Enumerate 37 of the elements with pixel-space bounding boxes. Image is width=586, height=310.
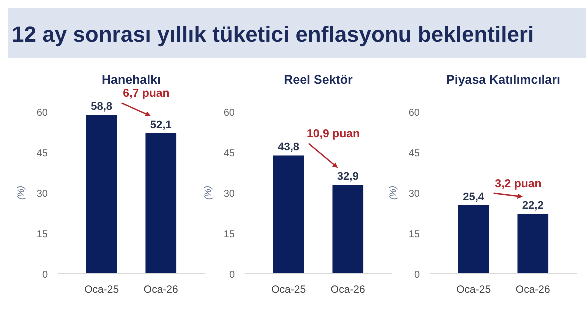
x-tick-label: Oca-26	[144, 284, 179, 296]
y-tick-label: 15	[408, 230, 420, 240]
y-axis-title: (%)	[203, 186, 213, 200]
data-label: 58,8	[91, 101, 113, 114]
y-tick-label: 0	[414, 270, 420, 281]
annotation: 3,2 puan	[495, 178, 542, 190]
y-tick-label: 60	[224, 108, 236, 119]
data-label: 52,1	[150, 119, 172, 132]
x-tick-label: Oca-25	[84, 284, 120, 296]
y-tick-label: 60	[408, 108, 420, 119]
x-tick-label: Oca-25	[272, 284, 306, 296]
y-tick-label: 0	[229, 270, 236, 281]
x-tick-label: Oca-26	[330, 284, 366, 296]
text: 6,7 puan	[123, 88, 170, 100]
y-tick-label: 30	[224, 189, 236, 200]
y-axis-title: (%)	[16, 186, 26, 200]
chart-title: Reel Sektör	[284, 73, 354, 87]
data-label: 25,4	[463, 191, 486, 204]
y-tick-label: 0	[42, 270, 48, 281]
y-tick-label: 45	[408, 148, 420, 160]
y-tick-label: 15	[36, 230, 48, 240]
chart-title: Hanehalkı	[102, 73, 162, 87]
y-axis-title: (%)	[388, 186, 398, 200]
y-tick-label: 15	[224, 230, 236, 240]
annotation: 10,9 puan	[306, 128, 360, 141]
x-tick-label: Oca-26	[516, 284, 551, 296]
y-tick-label: 60	[36, 108, 48, 119]
data-label: 43,8	[278, 142, 300, 154]
chart-title: Piyasa Katılımcıları	[446, 73, 560, 87]
y-tick-label: 30	[408, 189, 420, 200]
y-tick-label: 30	[36, 189, 48, 200]
x-tick-label: Oca-25	[456, 284, 492, 296]
text: 12 ay sonrası yıllık tüketici enflasyonu beklentileri	[12, 22, 534, 47]
data-label: 32,9	[337, 171, 359, 184]
y-tick-label: 45	[224, 148, 236, 160]
y-tick-label: 45	[36, 148, 48, 160]
data-label: 22,2	[522, 200, 544, 212]
